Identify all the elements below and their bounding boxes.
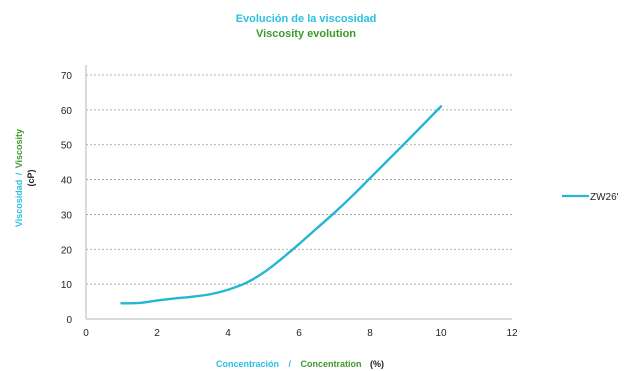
x-tick-label: 0 <box>83 328 89 339</box>
y-tick-label: 60 <box>61 106 73 117</box>
y-axis-label-es: Viscosidad <box>14 180 24 227</box>
y-tick-label: 0 <box>66 315 72 326</box>
series-lines <box>120 105 443 305</box>
axes <box>85 65 512 320</box>
y-axis-label-separator: / <box>14 172 24 175</box>
x-tick-label: 8 <box>367 328 373 339</box>
y-tick-label: 30 <box>61 210 73 221</box>
y-axis-unit: (cP) <box>26 169 36 186</box>
y-axis-label-en: Viscosity <box>14 129 24 168</box>
x-axis-label-separator: / <box>289 359 292 369</box>
y-tick-label: 40 <box>61 176 73 187</box>
series-line-zw26 <box>120 105 443 305</box>
y-axis-label: Viscosidad / Viscosity (cP) <box>9 129 36 227</box>
svg-text:Viscosidad / Visco: Viscosidad / Viscosity <box>9 129 26 227</box>
legend-entry-label: ZW26' <box>590 192 619 203</box>
x-axis-label-es: Concentración <box>216 359 279 369</box>
y-tick-labels: 0 10 20 30 40 50 60 70 <box>61 71 73 326</box>
x-axis-label: Concentración / Concentration (%) <box>216 354 384 371</box>
chart-title: Evolución de la viscosidad <box>236 13 377 25</box>
x-tick-label: 10 <box>435 328 447 339</box>
x-tick-labels: 0 2 4 6 8 10 12 <box>83 328 518 339</box>
y-tick-label: 50 <box>61 141 73 152</box>
chart-subtitle: Viscosity evolution <box>256 28 356 40</box>
y-tick-label: 10 <box>61 280 73 291</box>
x-tick-label: 2 <box>154 328 160 339</box>
x-tick-label: 12 <box>506 328 518 339</box>
legend: ZW26' <box>562 192 619 203</box>
x-tick-label: 4 <box>225 328 231 339</box>
y-tick-label: 20 <box>61 245 73 256</box>
y-tick-label: 70 <box>61 71 73 82</box>
x-axis-unit: (%) <box>370 359 384 369</box>
x-tick-label: 6 <box>296 328 302 339</box>
x-axis-label-en: Concentration <box>300 359 361 369</box>
gridlines <box>86 74 512 285</box>
